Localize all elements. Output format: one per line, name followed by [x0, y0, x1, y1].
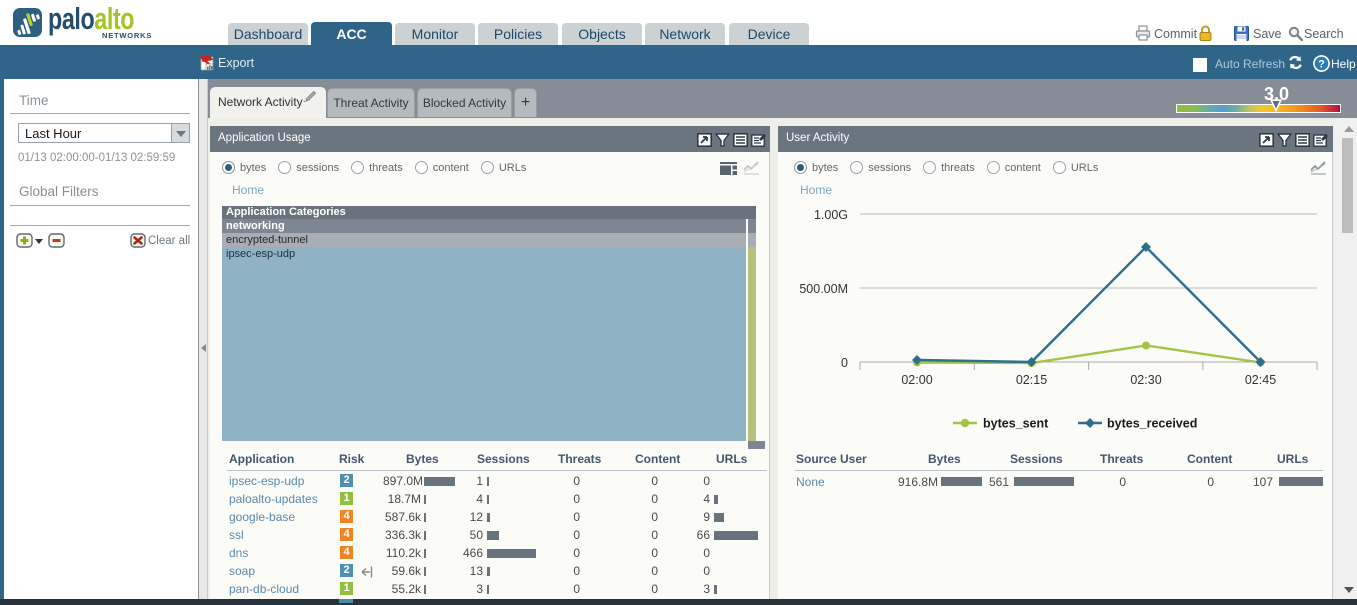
svg-text:bytes_sent: bytes_sent [983, 417, 1049, 431]
svg-text:02:00: 02:00 [901, 373, 932, 387]
svg-text:02:15: 02:15 [1016, 373, 1047, 387]
svg-text:02:45: 02:45 [1245, 373, 1276, 387]
svg-text:02:30: 02:30 [1130, 373, 1161, 387]
svg-text:1.00G: 1.00G [814, 208, 848, 222]
svg-text:500.00M: 500.00M [799, 282, 848, 296]
svg-text:?: ? [1318, 59, 1325, 71]
svg-text:0: 0 [841, 356, 848, 370]
svg-text:bytes_received: bytes_received [1107, 417, 1197, 431]
